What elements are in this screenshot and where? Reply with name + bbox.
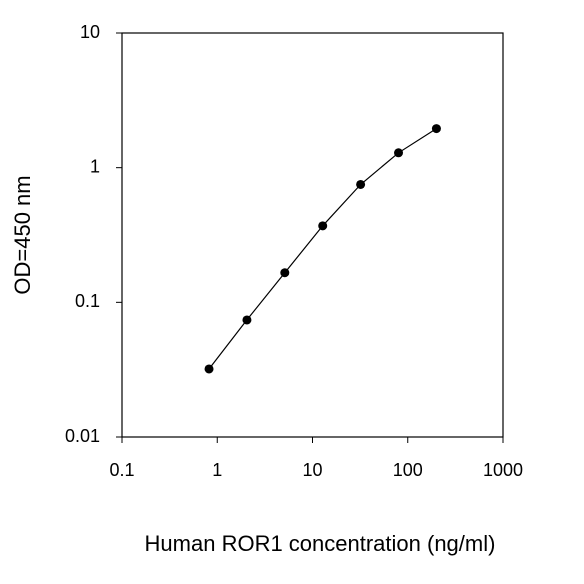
y-tick-label: 0.01 [65,426,100,446]
x-tick-label: 10 [302,460,322,480]
y-axis-label: OD=450 nm [10,175,35,294]
data-point [318,221,328,231]
plot-frame [121,32,504,438]
series-line [208,128,437,370]
y-tick-label: 10 [80,22,100,42]
data-point [394,148,404,158]
y-tick-label: 1 [90,156,100,176]
y-tick-label: 0.1 [75,291,100,311]
data-point [242,315,252,325]
data-point [280,268,290,278]
x-axis-label: Human ROR1 concentration (ng/ml) [145,531,496,556]
x-tick-label: 0.1 [109,460,134,480]
x-tick-label: 1000 [483,460,523,480]
data-point [431,124,441,134]
data-point [204,364,214,374]
x-tick-label: 100 [393,460,423,480]
x-tick-label: 1 [212,460,222,480]
data-point [356,179,366,189]
